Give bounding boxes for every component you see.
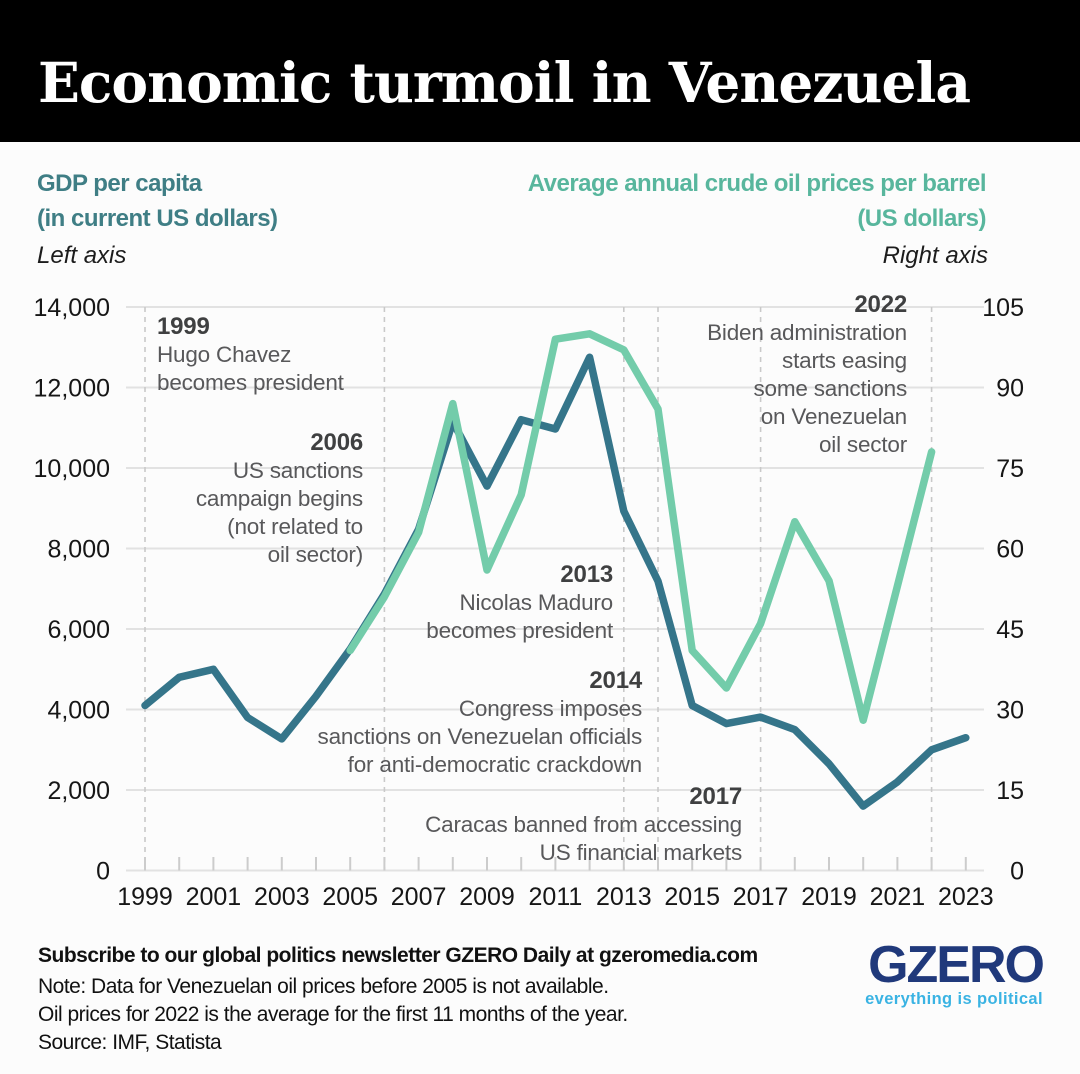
source-text: Source: IMF, Statista bbox=[38, 1031, 222, 1054]
left-axis-tick-label: 4,000 bbox=[47, 697, 110, 725]
annotation-1999: 1999 Hugo Chavez becomes president bbox=[157, 313, 344, 397]
x-axis-label: 2021 bbox=[870, 883, 926, 911]
x-axis-label: 2013 bbox=[596, 883, 652, 911]
x-axis-label: 2009 bbox=[459, 883, 515, 911]
right-axis-tick-label: 45 bbox=[996, 616, 1024, 644]
annotation-line: oil sector) bbox=[267, 542, 364, 567]
annotation-line: some sanctions bbox=[753, 376, 907, 401]
line-chart: 0 0 2,000 15 4,000 30 6,000 45 8,000 60 10,000 75 12… bbox=[34, 294, 1024, 911]
annotation-2017: 2017 Caracas banned from accessing US fina… bbox=[425, 783, 742, 867]
annotation-year: 2017 bbox=[689, 783, 742, 810]
annotation-line: becomes president bbox=[157, 370, 344, 395]
annotation-line: campaign begins bbox=[195, 486, 363, 511]
footnote-availability: Note: Data for Venezuelan oil prices bef… bbox=[38, 975, 609, 998]
annotation-line: Congress imposes bbox=[458, 696, 642, 721]
right-axis-tick-label: 15 bbox=[996, 777, 1024, 805]
annotation-line: starts easing bbox=[782, 348, 907, 373]
right-axis-tick-label: 60 bbox=[996, 536, 1024, 564]
annotation-line: sanctions on Venezuelan officials bbox=[317, 724, 643, 749]
left-axis-title-line1: GDP per capita bbox=[37, 170, 202, 197]
left-axis-title-line2: (in current US dollars) bbox=[37, 205, 278, 232]
annotation-line: oil sector bbox=[818, 432, 907, 457]
right-axis-title-line2: (US dollars) bbox=[857, 205, 986, 232]
right-axis-tick-label: 30 bbox=[996, 697, 1024, 725]
x-axis-label: 2005 bbox=[322, 883, 378, 911]
annotation-year: 2022 bbox=[854, 291, 907, 318]
oil-price-line bbox=[346, 330, 936, 724]
x-axis-label: 2007 bbox=[391, 883, 447, 911]
annotation-line: Hugo Chavez bbox=[157, 342, 292, 367]
x-axis-label: 1999 bbox=[117, 883, 173, 911]
left-axis-title: GDP per capita (in current US dollars) bbox=[37, 166, 278, 236]
gzero-wordmark: GZERO bbox=[868, 936, 1045, 994]
left-axis-tick-label: 6,000 bbox=[47, 616, 110, 644]
left-axis-note: Left axis bbox=[37, 242, 127, 269]
x-axis-label: 2023 bbox=[938, 883, 994, 911]
annotation-2006: 2006 US sanctions campaign begins (not rela… bbox=[196, 429, 363, 569]
right-axis-tick-label: 75 bbox=[996, 455, 1024, 483]
annotation-line: Biden administration bbox=[707, 320, 907, 345]
annotation-year: 2013 bbox=[560, 561, 613, 588]
annotation-line: US financial markets bbox=[539, 840, 743, 865]
x-axis-label: 2015 bbox=[664, 883, 720, 911]
right-axis-tick-label: 90 bbox=[996, 375, 1024, 403]
annotation-line: Nicolas Maduro bbox=[459, 590, 613, 615]
right-axis-note: Right axis bbox=[882, 242, 988, 269]
annotation-line: US sanctions bbox=[232, 458, 363, 483]
annotation-line: becomes president bbox=[426, 618, 613, 643]
annotation-year: 2014 bbox=[589, 667, 642, 694]
x-axis-label: 2001 bbox=[186, 883, 242, 911]
header-bar: Economic turmoil in Venezuela bbox=[0, 0, 1080, 142]
gzero-logo: GZERO everything is political bbox=[865, 936, 1045, 1009]
left-axis-tick-label: 10,000 bbox=[34, 455, 110, 483]
annotation-line: on Venezuelan bbox=[760, 404, 907, 429]
left-axis-tick-label: 8,000 bbox=[47, 536, 110, 564]
gzero-tagline: everything is political bbox=[865, 990, 1043, 1008]
gdp-line bbox=[141, 353, 970, 810]
right-axis-title: Average annual crude oil prices per barr… bbox=[527, 166, 987, 236]
footnote-2022-average: Oil prices for 2022 is the average for t… bbox=[38, 1003, 628, 1026]
left-axis-tick-label: 14,000 bbox=[34, 294, 110, 322]
x-axis-label: 2017 bbox=[733, 883, 789, 911]
x-axis-label: 2011 bbox=[529, 883, 583, 911]
page-title: Economic turmoil in Venezuela bbox=[38, 50, 971, 115]
left-axis-tick-label: 12,000 bbox=[34, 375, 110, 403]
x-axis-label: 2019 bbox=[801, 883, 857, 911]
x-axis-label: 2003 bbox=[254, 883, 310, 911]
left-axis-tick-label: 0 bbox=[96, 858, 110, 886]
annotation-2014: 2014 Congress imposes sanctions on Venezue… bbox=[317, 667, 643, 779]
subscribe-text: Subscribe to our global politics newslet… bbox=[38, 944, 758, 967]
right-axis-tick-label: 0 bbox=[1010, 858, 1024, 886]
right-axis-tick-label: 105 bbox=[982, 294, 1024, 322]
annotation-2013: 2013 Nicolas Maduro becomes president bbox=[426, 561, 613, 645]
annotation-line: (not related to bbox=[227, 514, 363, 539]
annotation-line: for anti-democratic crackdown bbox=[347, 752, 643, 777]
right-axis-title-line1: Average annual crude oil prices per barr… bbox=[527, 170, 987, 197]
left-axis-tick-label: 2,000 bbox=[47, 777, 110, 805]
annotation-year: 2006 bbox=[310, 429, 363, 456]
annotation-year: 1999 bbox=[157, 313, 210, 340]
annotation-line: Caracas banned from accessing bbox=[425, 812, 742, 837]
annotation-2022: 2022 Biden administration starts easing som… bbox=[707, 291, 907, 459]
